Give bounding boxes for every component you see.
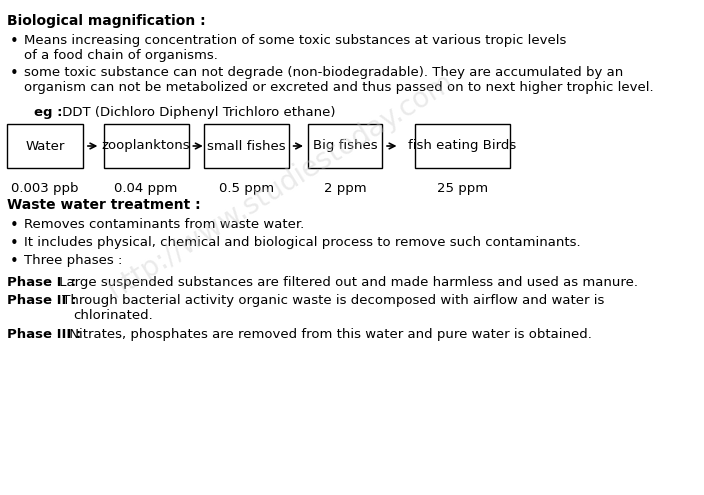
Text: of a food chain of organisms.: of a food chain of organisms.	[24, 49, 218, 62]
Text: •: •	[10, 254, 19, 269]
Bar	[7, 124, 83, 168]
Text: Phase I  :: Phase I :	[7, 276, 76, 289]
Text: eg :: eg :	[34, 106, 63, 119]
Bar	[204, 124, 289, 168]
Text: •: •	[10, 66, 19, 81]
Text: Water: Water	[25, 140, 65, 152]
Text: Big fishes: Big fishes	[313, 140, 377, 152]
Text: Removes contaminants from waste water.: Removes contaminants from waste water.	[24, 218, 304, 231]
Text: •: •	[10, 34, 19, 49]
Text: Biological magnification :: Biological magnification :	[7, 14, 206, 28]
Text: 0.04 ppm: 0.04 ppm	[115, 182, 178, 195]
Text: Large suspended substances are filtered out and made harmless and used as manure: Large suspended substances are filtered …	[55, 276, 639, 289]
Text: 2 ppm: 2 ppm	[324, 182, 366, 195]
Bar	[103, 124, 189, 168]
Text: Waste water treatment :: Waste water treatment :	[7, 198, 201, 212]
Text: http://www.studiestoday.com: http://www.studiestoday.com	[102, 66, 458, 303]
Text: chlorinated.: chlorinated.	[73, 309, 153, 322]
Text: •: •	[10, 218, 19, 233]
Text: fish eating Birds: fish eating Birds	[408, 140, 517, 152]
Text: organism can not be metabolized or excreted and thus passed on to next higher tr: organism can not be metabolized or excre…	[24, 81, 653, 94]
Text: some toxic substance can not degrade (non-biodegradable). They are accumulated b: some toxic substance can not degrade (no…	[24, 66, 623, 79]
Text: It includes physical, chemical and biological process to remove such contaminant: It includes physical, chemical and biolo…	[24, 236, 580, 249]
Bar	[415, 124, 510, 168]
Text: Through bacterial activity organic waste is decomposed with airflow and water is: Through bacterial activity organic waste…	[58, 294, 604, 307]
Text: •: •	[10, 236, 19, 251]
Text: 25 ppm: 25 ppm	[436, 182, 488, 195]
Text: DDT (Dichloro Diphenyl Trichloro ethane): DDT (Dichloro Diphenyl Trichloro ethane)	[58, 106, 335, 119]
Text: Phase II :: Phase II :	[7, 294, 76, 307]
Text: 0.5 ppm: 0.5 ppm	[219, 182, 274, 195]
Bar	[308, 124, 382, 168]
Text: Phase III :: Phase III :	[7, 328, 81, 341]
Text: Three phases :: Three phases :	[24, 254, 122, 267]
Text: zooplanktons: zooplanktons	[102, 140, 191, 152]
Text: Means increasing concentration of some toxic substances at various tropic levels: Means increasing concentration of some t…	[24, 34, 566, 47]
Text: 0.003 ppb: 0.003 ppb	[11, 182, 79, 195]
Text: Nitrates, phosphates are removed from this water and pure water is obtained.: Nitrates, phosphates are removed from th…	[65, 328, 591, 341]
Text: small fishes: small fishes	[207, 140, 286, 152]
